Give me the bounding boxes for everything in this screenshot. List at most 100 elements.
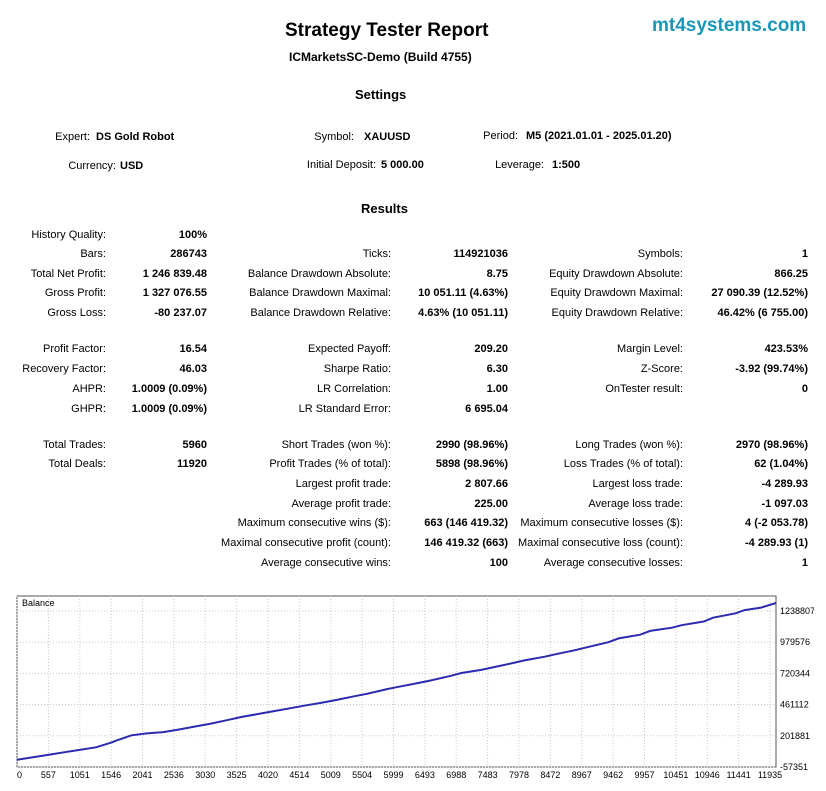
x-tick-label: 6988 bbox=[446, 770, 466, 780]
result-label: Expected Payoff: bbox=[308, 343, 391, 355]
period-label: Period: bbox=[483, 130, 518, 142]
result-value: 100% bbox=[178, 229, 207, 241]
x-tick-label: 8967 bbox=[572, 770, 592, 780]
result-value: -80 237.07 bbox=[154, 307, 207, 319]
currency-label: Currency: bbox=[68, 160, 116, 172]
result-label: Recovery Factor: bbox=[22, 363, 106, 375]
result-value: 146 419.32 (663) bbox=[424, 537, 508, 549]
result-label: Equity Drawdown Absolute: bbox=[549, 268, 683, 280]
result-label: Average profit trade: bbox=[291, 498, 391, 510]
result-value: -4 289.93 (1) bbox=[745, 537, 808, 549]
result-label: Equity Drawdown Relative: bbox=[551, 307, 683, 319]
result-value: -3.92 (99.74%) bbox=[735, 363, 808, 375]
x-tick-label: 9462 bbox=[603, 770, 623, 780]
brand-logo: mt4systems.com bbox=[652, 15, 807, 36]
y-tick-label: 1238807 bbox=[780, 606, 814, 616]
result-label: Maximum consecutive losses ($): bbox=[520, 517, 683, 529]
x-tick-label: 7978 bbox=[509, 770, 529, 780]
x-tick-label: 4020 bbox=[258, 770, 278, 780]
x-tick-label: 7483 bbox=[478, 770, 498, 780]
result-value: 4 (-2 053.78) bbox=[745, 517, 808, 529]
x-tick-label: 11441 bbox=[726, 770, 750, 780]
results-heading: Results bbox=[361, 201, 408, 216]
result-value: -1 097.03 bbox=[761, 498, 808, 510]
result-label: Bars: bbox=[80, 248, 106, 260]
result-value: 225.00 bbox=[474, 498, 508, 510]
chart-title: Balance bbox=[22, 598, 55, 608]
result-label: Profit Factor: bbox=[43, 343, 106, 355]
result-value: 11920 bbox=[177, 458, 207, 470]
result-label: Profit Trades (% of total): bbox=[269, 458, 391, 470]
x-tick-label: 1051 bbox=[70, 770, 90, 780]
symbol-label: Symbol: bbox=[314, 131, 354, 143]
result-value: 0 bbox=[801, 383, 808, 395]
x-tick-label: 10946 bbox=[695, 770, 720, 780]
expert-label: Expert: bbox=[55, 131, 90, 143]
result-label: Equity Drawdown Maximal: bbox=[550, 287, 683, 299]
deposit-label: Initial Deposit: bbox=[306, 159, 376, 171]
result-label: Margin Level: bbox=[616, 343, 683, 355]
y-tick-label: -57351 bbox=[780, 762, 808, 772]
result-value: 6.30 bbox=[486, 363, 508, 375]
result-label: History Quality: bbox=[31, 229, 106, 241]
report-title: Strategy Tester Report bbox=[285, 20, 489, 41]
result-value: 8.75 bbox=[486, 268, 508, 280]
settings-heading: Settings bbox=[355, 87, 407, 102]
result-value: 4.63% (10 051.11) bbox=[418, 307, 508, 319]
leverage-label: Leverage: bbox=[495, 159, 544, 171]
result-label: Largest loss trade: bbox=[592, 478, 684, 490]
y-tick-label: 979576 bbox=[780, 637, 810, 647]
result-label: GHPR: bbox=[71, 403, 106, 415]
result-value: 2990 (98.96%) bbox=[435, 439, 508, 451]
result-value: 27 090.39 (12.52%) bbox=[711, 287, 808, 299]
result-value: 2970 (98.96%) bbox=[735, 439, 808, 451]
result-value: 46.03 bbox=[179, 363, 207, 375]
expert-value: DS Gold Robot bbox=[96, 131, 175, 143]
result-value: 1 246 839.48 bbox=[142, 268, 207, 280]
result-label: Gross Profit: bbox=[44, 287, 106, 299]
x-tick-label: 0 bbox=[17, 770, 22, 780]
result-label: Maximal consecutive loss (count): bbox=[517, 537, 683, 549]
result-value: 1 bbox=[801, 248, 808, 260]
result-label: Maximal consecutive profit (count): bbox=[221, 537, 391, 549]
result-value: 423.53% bbox=[764, 343, 808, 355]
result-label: Loss Trades (% of total): bbox=[563, 458, 683, 470]
x-tick-label: 1546 bbox=[101, 770, 121, 780]
x-tick-label: 6493 bbox=[415, 770, 435, 780]
currency-value: USD bbox=[120, 160, 144, 172]
result-value: 1.0009 (0.09%) bbox=[131, 383, 207, 395]
x-tick-label: 10451 bbox=[663, 770, 688, 780]
result-label: Average consecutive wins: bbox=[260, 557, 391, 569]
result-label: Balance Drawdown Maximal: bbox=[249, 287, 391, 299]
balance-chart: 0 557 1051 1546 2041 2536 3030 3525 4020 4514 5009… bbox=[16, 595, 814, 780]
x-tick-label: 5009 bbox=[321, 770, 341, 780]
result-label: OnTester result: bbox=[605, 383, 683, 395]
result-value: 100 bbox=[489, 557, 508, 569]
result-label: Maximum consecutive wins ($): bbox=[237, 517, 391, 529]
y-tick-label: 461112 bbox=[780, 700, 809, 710]
result-value: 5898 (98.96%) bbox=[435, 458, 508, 470]
result-label: Average consecutive losses: bbox=[543, 557, 683, 569]
result-label: Z-Score: bbox=[640, 363, 683, 375]
result-value: -4 289.93 bbox=[761, 478, 808, 490]
x-tick-label: 3525 bbox=[227, 770, 247, 780]
result-label: AHPR: bbox=[72, 383, 106, 395]
result-label: Balance Drawdown Relative: bbox=[250, 307, 391, 319]
x-tick-label: 5504 bbox=[352, 770, 372, 780]
result-label: LR Standard Error: bbox=[298, 403, 391, 415]
x-tick-label: 2041 bbox=[132, 770, 152, 780]
y-tick-label: 720344 bbox=[780, 668, 810, 678]
result-label: Balance Drawdown Absolute: bbox=[247, 268, 391, 280]
plot-frame bbox=[16, 595, 777, 768]
x-tick-label: 3030 bbox=[195, 770, 215, 780]
result-label: Total Deals: bbox=[48, 458, 106, 470]
result-value: 6 695.04 bbox=[465, 403, 508, 415]
result-value: 62 (1.04%) bbox=[754, 458, 808, 470]
result-value: 286743 bbox=[170, 248, 207, 260]
balance-line bbox=[16, 602, 777, 761]
result-value: 2 807.66 bbox=[465, 478, 508, 490]
report-subtitle: ICMarketsSC-Demo (Build 4755) bbox=[289, 50, 472, 64]
symbol-value: XAUUSD bbox=[364, 131, 411, 143]
result-value: 5960 bbox=[182, 439, 207, 451]
result-value: 1.0009 (0.09%) bbox=[131, 403, 207, 415]
